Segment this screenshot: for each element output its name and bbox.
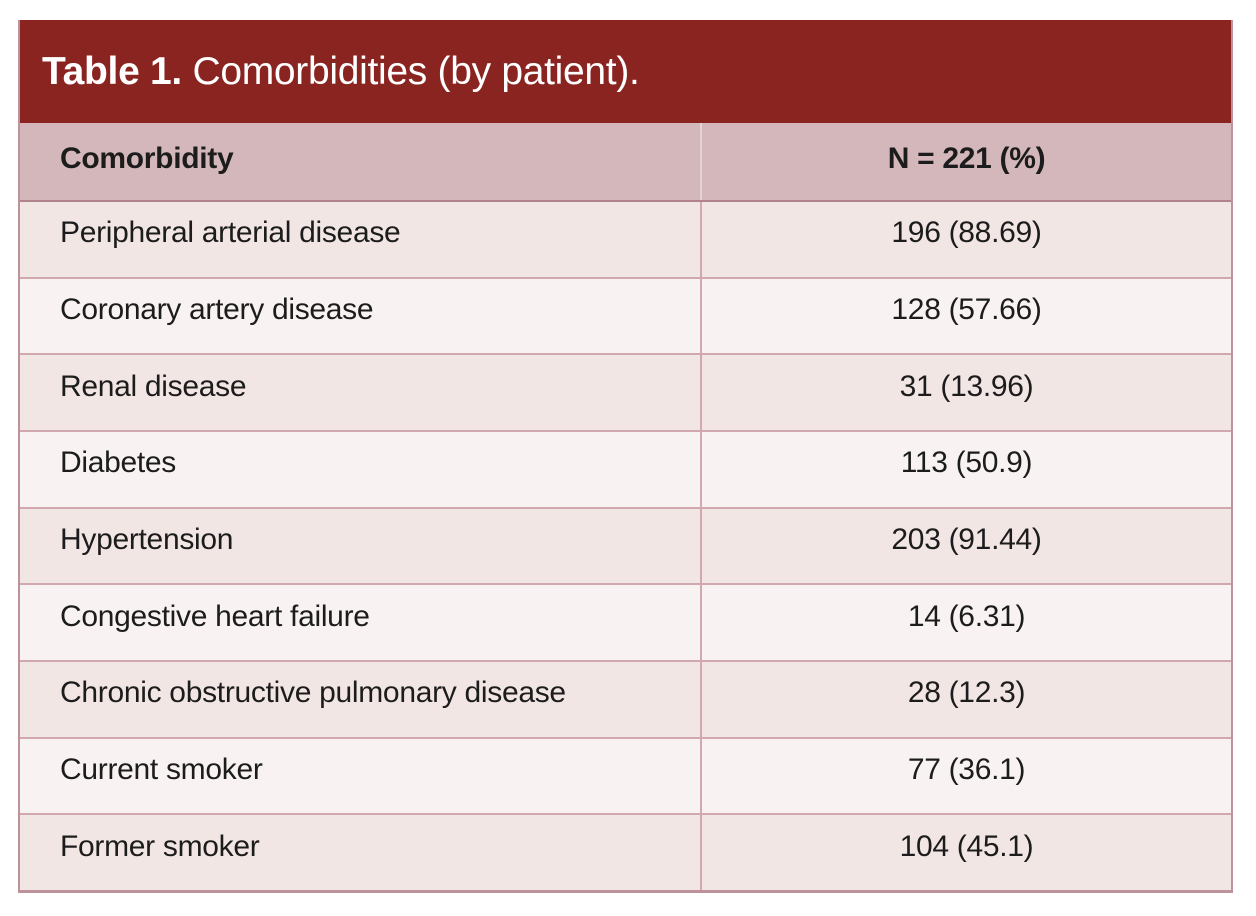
value-cell: 128 (57.66): [891, 293, 1042, 326]
value-cell: 77 (36.1): [907, 753, 1026, 787]
value-cell: 196 (88.69): [891, 216, 1042, 250]
comorbidity-cell: Coronary artery disease: [20, 278, 702, 354]
comorbidity-cell: Congestive heart failure: [20, 585, 702, 661]
comorbidity-cell: Peripheral arterial disease: [20, 202, 702, 277]
table-row: Hypertension 203 (91.44): [20, 506, 1231, 584]
value-cell: 104 (45.1): [899, 829, 1034, 863]
table-header-row: Comorbidity N = 221 (%): [20, 123, 1231, 202]
comorbidity-cell: Current smoker: [20, 738, 702, 814]
table-title-bar: Table 1. Comorbidities (by patient).: [20, 20, 1231, 123]
column-header-n-percent: N = 221 (%): [887, 141, 1046, 175]
value-cell: 14 (6.31): [907, 599, 1026, 633]
value-cell: 203 (91.44): [891, 523, 1042, 557]
comorbidity-cell: Chronic obstructive pulmonary disease: [20, 662, 702, 737]
table-number-label: Table 1.: [42, 49, 182, 93]
table-row: Chronic obstructive pulmonary disease 28…: [20, 660, 1231, 737]
table-row: Former smoker 104 (45.1): [20, 813, 1231, 891]
table-row: Peripheral arterial disease 196 (88.69): [20, 202, 1231, 277]
value-cell: 31 (13.96): [899, 369, 1034, 403]
table-row: Congestive heart failure 14 (6.31): [20, 583, 1231, 661]
column-header-comorbidity: Comorbidity: [20, 123, 702, 200]
table-row: Diabetes 113 (50.9): [20, 430, 1231, 507]
value-cell: 28 (12.3): [907, 676, 1026, 710]
comorbidity-cell: Hypertension: [20, 508, 702, 584]
value-cell: 113 (50.9): [900, 446, 1033, 480]
comorbidity-cell: Former smoker: [20, 815, 702, 891]
table-title-text: Comorbidities (by patient).: [181, 49, 640, 93]
comorbidities-table: Table 1. Comorbidities (by patient). Com…: [18, 20, 1233, 893]
comorbidity-cell: Diabetes: [20, 432, 702, 507]
table-body: Peripheral arterial disease 196 (88.69) …: [20, 202, 1231, 891]
table-row: Current smoker 77 (36.1): [20, 736, 1231, 814]
table-row: Renal disease 31 (13.96): [20, 353, 1231, 431]
comorbidity-cell: Renal disease: [20, 355, 702, 431]
table-row: Coronary artery disease 128 (57.66): [20, 276, 1231, 354]
